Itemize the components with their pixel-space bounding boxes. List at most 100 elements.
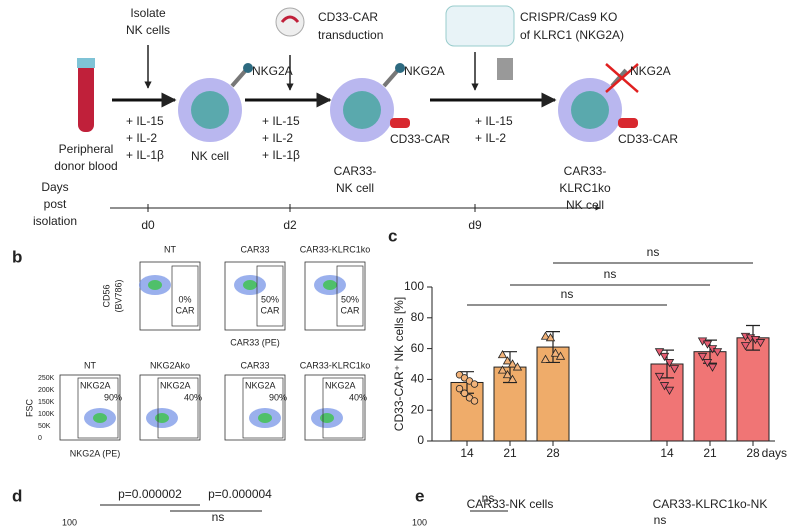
data-point	[697, 352, 708, 362]
data-point	[545, 333, 556, 342]
panel-d: d p=0.000002 p=0.000004 ns 100	[12, 486, 272, 527]
axis-label: CD56	[101, 284, 111, 307]
bar	[736, 337, 770, 442]
receptor-label: NKG2A	[404, 64, 445, 78]
blood-tube	[78, 62, 94, 132]
days-label: Days	[41, 180, 68, 194]
y-tick-label: 150K	[38, 399, 55, 406]
data-point	[654, 348, 665, 357]
significance: ns	[561, 287, 574, 301]
plot-title: NT	[164, 244, 176, 254]
y-tick-label: 100	[404, 279, 424, 293]
data-point	[497, 349, 508, 359]
gate-percent: 50%	[341, 294, 359, 304]
step-text: NK cells	[126, 23, 170, 37]
axis-label: NKG2A (PE)	[70, 448, 121, 458]
data-point	[502, 369, 513, 379]
data-point	[755, 339, 766, 348]
significance: ns	[604, 267, 617, 281]
nucleus	[191, 91, 229, 129]
timepoint: d2	[283, 218, 297, 232]
panel-label: d	[12, 486, 22, 505]
nucleus	[343, 91, 381, 129]
gate-percent: 40%	[184, 392, 202, 402]
cell-cloud-core	[258, 413, 272, 423]
data-point	[669, 365, 680, 374]
p-value: p=0.000002	[118, 487, 182, 501]
receptor	[230, 68, 248, 88]
y-tick-label: 0	[38, 435, 42, 442]
x-tick-label: 28	[746, 446, 760, 460]
cell-cloud-core	[148, 280, 162, 290]
cytokine: + IL-2	[262, 131, 293, 145]
data-point	[707, 363, 718, 372]
data-point	[507, 359, 518, 368]
flow-plot	[59, 374, 121, 441]
data-point	[455, 384, 464, 393]
data-point	[502, 356, 513, 365]
y-tick-label: 40	[411, 372, 425, 386]
step-text: Isolate	[130, 6, 166, 20]
panel-label: c	[388, 226, 397, 245]
car-label: CD33-CAR	[390, 132, 450, 146]
days-label: isolation	[33, 214, 77, 228]
nucleus	[571, 91, 609, 129]
bracket	[100, 504, 262, 512]
cytokine: + IL-15	[126, 114, 164, 128]
plot-title: NKG2Ako	[150, 360, 190, 370]
panel-a: Isolate NK cells Peripheral donor blood …	[33, 5, 678, 232]
receptor	[382, 68, 400, 88]
y-tick-label: 100K	[38, 411, 55, 418]
cell-label: NK cell	[566, 198, 604, 212]
p-value: p=0.000004	[208, 487, 272, 501]
data-point	[507, 374, 518, 383]
cell-label: CAR33-	[564, 164, 607, 178]
cell-label: NK cell	[336, 181, 374, 195]
gate-percent: 90%	[269, 392, 287, 402]
gate	[322, 377, 364, 439]
cell-cloud-core	[243, 280, 257, 290]
gate-name: CAR	[340, 305, 360, 315]
gate-name: NKG2A	[325, 380, 356, 390]
x-tick-label: 21	[503, 446, 517, 460]
y-tick-label: 100	[62, 517, 77, 527]
cytokine: + IL-1β	[262, 148, 300, 162]
y-tick-label: 20	[411, 402, 425, 416]
cell-cloud-core	[93, 413, 107, 423]
data-point	[654, 372, 665, 382]
y-tick-label: 250K	[38, 375, 55, 382]
y-tick-label: 200K	[38, 387, 55, 394]
data-point	[740, 342, 751, 351]
cytokine: + IL-15	[475, 114, 513, 128]
x-tick-label: 14	[460, 446, 474, 460]
flow-plot	[304, 374, 366, 441]
plot-title: NT	[84, 360, 96, 370]
virus-rna	[280, 15, 300, 23]
car-label: CD33-CAR	[618, 132, 678, 146]
receptor-head	[243, 63, 253, 73]
flow-plot	[304, 261, 366, 331]
flow-plot	[224, 374, 286, 441]
step-text: transduction	[318, 28, 383, 42]
plot-title: CAR33-KLRC1ko	[300, 244, 371, 254]
plot-title: CAR33	[240, 244, 269, 254]
data-point	[702, 359, 713, 368]
data-point	[550, 348, 561, 357]
days-label: post	[44, 197, 67, 211]
data-point	[712, 348, 723, 357]
gate-name: CAR	[175, 305, 195, 315]
data-point	[664, 386, 675, 395]
data-point	[470, 380, 479, 388]
cell-cloud-core	[155, 413, 169, 423]
data-point	[664, 359, 675, 368]
axis-label: FSC	[24, 398, 34, 417]
panel-label: e	[415, 486, 424, 505]
data-point	[555, 351, 566, 360]
step-text: CRISPR/Cas9 KO	[520, 10, 617, 24]
knockout-cross	[605, 63, 639, 93]
cell-label: CAR33-	[334, 164, 377, 178]
electroporator	[497, 58, 513, 80]
axis-label: CAR33 (PE)	[230, 337, 280, 347]
x-tick-label: 28	[546, 446, 560, 460]
gate	[256, 265, 284, 327]
